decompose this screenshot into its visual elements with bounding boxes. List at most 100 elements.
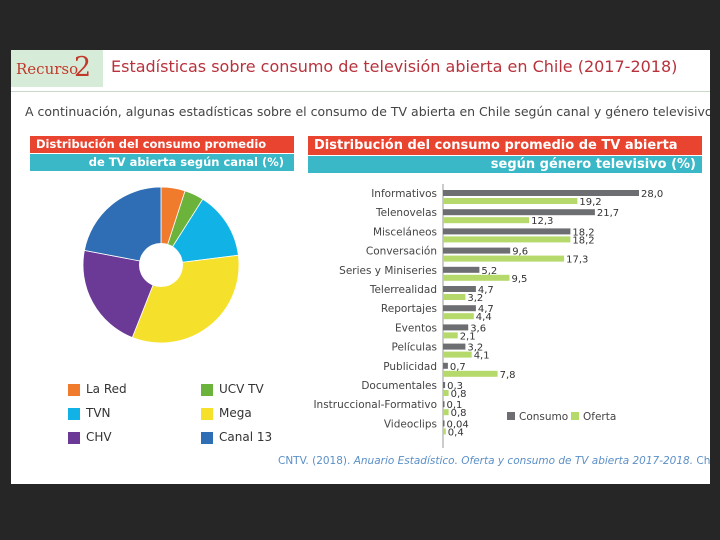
data-label-consumo: 3,2 bbox=[467, 343, 483, 354]
data-label-oferta: 0,8 bbox=[451, 408, 467, 419]
data-label-consumo: 9,6 bbox=[512, 247, 528, 258]
data-label-oferta: 12,3 bbox=[531, 216, 553, 227]
bar-oferta bbox=[443, 313, 474, 320]
data-label-oferta: 2,1 bbox=[460, 331, 476, 342]
title-divider bbox=[11, 91, 710, 92]
data-label-oferta: 4,1 bbox=[474, 351, 490, 362]
data-label-oferta: 7,8 bbox=[500, 370, 516, 381]
bar-oferta bbox=[443, 332, 458, 339]
category-label: Videoclips bbox=[384, 418, 437, 430]
bar-header-line2: según género televisivo (%) bbox=[308, 156, 702, 173]
chart-legend-swatch-consumo bbox=[507, 412, 515, 420]
page-title: Estadísticas sobre consumo de televisión… bbox=[111, 57, 678, 76]
category-label: Publicidad bbox=[383, 361, 437, 373]
pie-header-line2: de TV abierta según canal (%) bbox=[30, 154, 294, 171]
data-label-oferta: 18,2 bbox=[572, 235, 594, 246]
bar-oferta bbox=[443, 370, 498, 377]
category-label: Telerrealidad bbox=[369, 284, 437, 296]
chart-legend-label-oferta: Oferta bbox=[583, 411, 616, 423]
legend-label: Canal 13 bbox=[219, 430, 273, 444]
legend-label: La Red bbox=[86, 382, 127, 396]
resource-tag: Recurso 2 bbox=[11, 50, 103, 87]
category-label: Instruccional-Formativo bbox=[313, 399, 437, 411]
legend-swatch bbox=[68, 432, 80, 444]
bar-consumo bbox=[443, 286, 476, 292]
bar-header-line1: Distribución del consumo promedio de TV … bbox=[308, 136, 702, 155]
bar-consumo bbox=[443, 190, 639, 196]
bar-oferta bbox=[443, 255, 565, 262]
bar-consumo bbox=[443, 209, 595, 216]
data-label-consumo: 28,0 bbox=[641, 189, 663, 200]
data-label-consumo: 21,7 bbox=[597, 208, 619, 219]
data-label-oferta: 17,3 bbox=[566, 255, 588, 266]
data-label-oferta: 9,5 bbox=[512, 274, 528, 285]
bar-oferta bbox=[443, 351, 472, 358]
data-label-consumo: 0,7 bbox=[450, 362, 466, 373]
category-label: Conversación bbox=[366, 246, 437, 258]
legend-label: Mega bbox=[219, 406, 252, 420]
bar-consumo bbox=[443, 324, 469, 331]
legend-swatch bbox=[68, 384, 80, 396]
bar-oferta bbox=[443, 236, 571, 243]
bar-oferta bbox=[443, 409, 449, 416]
category-label: Películas bbox=[391, 342, 437, 354]
bar-oferta bbox=[443, 274, 510, 281]
bar-consumo bbox=[443, 401, 445, 408]
category-label: Documentales bbox=[361, 380, 437, 392]
source-author: CNTV. (2018). bbox=[278, 455, 351, 467]
source-work: Anuario Estadístico. Oferta y consumo de… bbox=[353, 455, 694, 467]
pie-center-hole bbox=[139, 243, 183, 287]
bar-oferta bbox=[443, 294, 466, 300]
data-label-oferta: 0,4 bbox=[448, 427, 464, 438]
legend-swatch bbox=[201, 384, 213, 396]
category-label: Series y Miniseries bbox=[339, 265, 437, 277]
pie-slice-tvn bbox=[160, 198, 239, 266]
bar-oferta bbox=[443, 428, 446, 435]
bar-consumo bbox=[443, 247, 511, 254]
data-label-consumo: 3,6 bbox=[470, 323, 486, 334]
data-label-consumo: 5,2 bbox=[481, 266, 497, 277]
source-citation: CNTV. (2018). Anuario Estadístico. Ofert… bbox=[278, 455, 710, 467]
legend-swatch bbox=[201, 432, 213, 444]
pie-header-line1: Distribución del consumo promedio bbox=[30, 136, 294, 153]
bar-oferta bbox=[443, 390, 449, 396]
chart-legend-swatch-oferta bbox=[571, 412, 579, 420]
data-label-consumo: 0,1 bbox=[447, 400, 463, 411]
resource-number: 2 bbox=[74, 52, 92, 83]
data-label-oferta: 19,2 bbox=[579, 197, 601, 208]
category-label: Informativos bbox=[371, 188, 437, 200]
bar-consumo bbox=[443, 420, 445, 427]
category-label: Reportajes bbox=[381, 303, 437, 315]
bar-consumo bbox=[443, 228, 571, 235]
bar-oferta bbox=[443, 217, 530, 224]
slide: Recurso 2 Estadísticas sobre consumo de … bbox=[11, 50, 710, 484]
data-label-consumo: 18,2 bbox=[572, 227, 594, 238]
pie-chart bbox=[82, 186, 240, 344]
legend-label: CHV bbox=[86, 430, 112, 444]
data-label-oferta: 4,4 bbox=[476, 312, 492, 323]
legend-swatch bbox=[68, 408, 80, 420]
legend-label: TVN bbox=[86, 406, 111, 420]
legend-label: UCV TV bbox=[219, 382, 264, 396]
bar-consumo bbox=[443, 266, 480, 273]
bar-consumo bbox=[443, 362, 448, 369]
bar-consumo bbox=[443, 382, 446, 388]
data-label-consumo: 0,04 bbox=[447, 419, 469, 430]
category-label: Misceláneos bbox=[373, 226, 437, 238]
intro-text: A continuación, algunas estadísticas sob… bbox=[25, 104, 710, 119]
bar-chart: Informativos 28,0 19,2 Telenovelas 21,7 12,3 M… bbox=[313, 184, 663, 448]
data-label-oferta: 0,8 bbox=[451, 389, 467, 400]
bar-consumo bbox=[443, 343, 466, 350]
source-place: Chile: CNTV. bbox=[696, 455, 710, 467]
pie-slice-canal-13 bbox=[83, 186, 162, 266]
bar-consumo bbox=[443, 305, 476, 312]
resource-word: Recurso bbox=[16, 60, 79, 78]
data-label-consumo: 0,3 bbox=[447, 381, 463, 392]
legend-swatch bbox=[201, 408, 213, 420]
chart-legend-label-consumo: Consumo bbox=[519, 411, 568, 423]
category-label: Eventos bbox=[395, 322, 437, 334]
bar-oferta bbox=[443, 198, 578, 204]
data-label-oferta: 3,2 bbox=[467, 293, 483, 304]
data-label-consumo: 4,7 bbox=[478, 285, 494, 296]
data-label-consumo: 4,7 bbox=[478, 304, 494, 315]
